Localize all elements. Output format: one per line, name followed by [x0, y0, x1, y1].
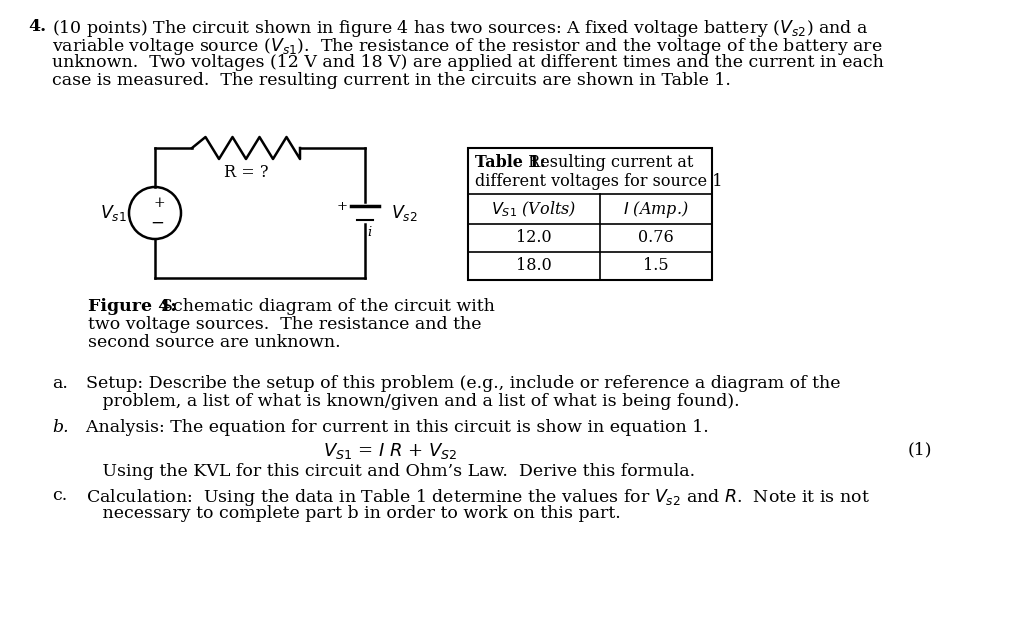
Text: $V_{S1}$ (Volts): $V_{S1}$ (Volts)	[492, 199, 577, 219]
Text: 4.: 4.	[28, 18, 46, 35]
Text: (1): (1)	[907, 441, 932, 458]
Text: b.: b.	[52, 419, 69, 436]
Text: different voltages for source 1: different voltages for source 1	[475, 173, 723, 190]
Text: Calculation:  Using the data in Table 1 determine the values for $V_{s2}$ and $R: Calculation: Using the data in Table 1 d…	[75, 487, 869, 508]
Text: second source are unknown.: second source are unknown.	[88, 334, 341, 351]
Text: Setup: Describe the setup of this problem (e.g., include or reference a diagram : Setup: Describe the setup of this proble…	[75, 375, 841, 392]
Text: case is measured.  The resulting current in the circuits are shown in Table 1.: case is measured. The resulting current …	[52, 72, 731, 89]
Text: $I$ (Amp.): $I$ (Amp.)	[624, 199, 689, 220]
Text: unknown.  Two voltages (12 V and 18 V) are applied at different times and the cu: unknown. Two voltages (12 V and 18 V) ar…	[52, 54, 884, 71]
Text: $V_{S1}$ = $I$ $R$ + $V_{S2}$: $V_{S1}$ = $I$ $R$ + $V_{S2}$	[323, 441, 458, 461]
Text: 0.76: 0.76	[638, 229, 674, 247]
Text: R = ?: R = ?	[224, 164, 268, 181]
Text: 18.0: 18.0	[516, 258, 552, 275]
Bar	[468, 148, 712, 280]
Text: Resulting current at: Resulting current at	[523, 154, 693, 171]
Text: two voltage sources.  The resistance and the: two voltage sources. The resistance and …	[88, 316, 481, 333]
Text: $V_{s1}$: $V_{s1}$	[99, 203, 126, 223]
Text: +: +	[337, 199, 348, 213]
Text: (10 points) The circuit shown in figure 4 has two sources: A fixed voltage batte: (10 points) The circuit shown in figure …	[52, 18, 868, 39]
Text: a.: a.	[52, 375, 68, 392]
Text: Using the KVL for this circuit and Ohm’s Law.  Derive this formula.: Using the KVL for this circuit and Ohm’s…	[75, 463, 695, 480]
Text: 12.0: 12.0	[516, 229, 552, 247]
Text: variable voltage source ($V_{s1}$).  The resistance of the resistor and the volt: variable voltage source ($V_{s1}$). The …	[52, 36, 883, 57]
Text: necessary to complete part b in order to work on this part.: necessary to complete part b in order to…	[75, 505, 621, 522]
Text: Table 1:: Table 1:	[475, 154, 546, 171]
Text: 1.5: 1.5	[643, 258, 669, 275]
Text: −: −	[151, 215, 164, 231]
Text: $V_{s2}$: $V_{s2}$	[391, 203, 418, 223]
Text: problem, a list of what is known/given and a list of what is being found).: problem, a list of what is known/given a…	[75, 393, 739, 410]
Text: Analysis: The equation for current in this circuit is show in equation 1.: Analysis: The equation for current in th…	[75, 419, 709, 436]
Text: Schematic diagram of the circuit with: Schematic diagram of the circuit with	[150, 298, 495, 315]
Text: Figure 4:: Figure 4:	[88, 298, 177, 315]
Text: +: +	[154, 196, 165, 210]
Text: i: i	[367, 226, 372, 239]
Text: c.: c.	[52, 487, 68, 504]
